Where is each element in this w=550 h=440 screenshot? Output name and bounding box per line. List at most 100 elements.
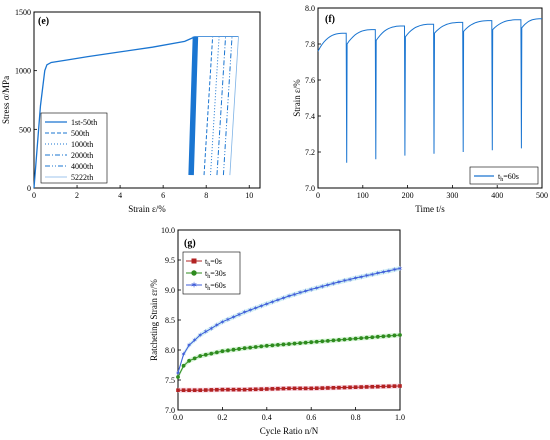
- panel-e-label: (e): [38, 16, 49, 27]
- panel-g-point-2-32: [353, 336, 358, 341]
- panel-g-point-1-15: [259, 387, 264, 391]
- panel-g-point-2-34: [364, 335, 369, 340]
- panel-g-point-3-2: ✶: [186, 342, 192, 350]
- legend-g-tail2: =30s: [210, 269, 226, 278]
- panel-g-point-1-6: [209, 388, 214, 392]
- panel-g-point-1-25: [314, 386, 319, 391]
- panel-f-ytick-label-5: 8.0: [305, 4, 315, 13]
- legend-e-label-6: 5222th: [71, 173, 93, 182]
- panel-g-xlabel: Cycle Ratio n/N: [260, 426, 319, 436]
- panel-g-point-2-25: [314, 339, 319, 344]
- panel-g-ytick-label-5: 9.5: [165, 256, 175, 265]
- panel-f: (f) 0 100 200 300 400 500 7.0 7.2 7.4 7.6 7.8 8.0 T…: [292, 4, 548, 214]
- panel-g-point-3-22: ✶: [297, 289, 303, 297]
- panel-g-point-3-40: ✶: [397, 265, 403, 273]
- panel-g-point-1-35: [370, 384, 375, 389]
- panel-g-point-1-20: [287, 386, 291, 391]
- panel-e-ytick-label-1: 500: [19, 125, 31, 134]
- panel-e-xtick-label-0: 0: [32, 191, 36, 200]
- panel-g-point-1-28: [331, 386, 336, 390]
- panel-g-point-3-18: ✶: [275, 296, 281, 304]
- panel-g-point-2-18: [276, 343, 280, 347]
- panel-g-point-2-21: [292, 341, 297, 346]
- panel-g-point-3-15: ✶: [258, 302, 264, 310]
- panel-e-ytick-label-2: 1000: [15, 67, 31, 76]
- panel-g-point-2-7: [214, 350, 219, 355]
- panel-g-point-1-24: [309, 386, 313, 391]
- panel-g-point-1-8: [220, 387, 225, 392]
- panel-g-point-2-9: [226, 348, 230, 353]
- panel-e-xlabel: Strain ε/%: [128, 204, 166, 214]
- panel-e-ylabel: Stress σ/MPa: [1, 76, 11, 124]
- panel-g-point-3-0: ✶: [175, 369, 181, 377]
- panel-f-ytick-label-4: 7.8: [305, 40, 315, 49]
- panel-g-point-2-1: [181, 363, 186, 368]
- panel-g-point-2-10: [231, 347, 236, 352]
- panel-g-point-3-36: ✶: [375, 270, 381, 278]
- panel-e-ytick-label-0: 0: [27, 184, 31, 193]
- panel-g-point-2-33: [359, 336, 364, 341]
- panel-g-point-2-20: [287, 342, 291, 346]
- panel-g-point-2-38: [387, 334, 391, 338]
- panel-g-point-3-31: ✶: [347, 276, 353, 284]
- panel-g-point-1-23: [303, 386, 308, 391]
- panel-g-point-2-6: [209, 351, 214, 356]
- panel-e-xtick-label-4: 8: [204, 191, 208, 200]
- panel-g-point-1-10: [231, 387, 236, 392]
- legend-g-sub2: h: [207, 274, 210, 280]
- panel-f-frame: [317, 7, 543, 189]
- panel-g-ytick-label-6: 10.0: [161, 226, 175, 235]
- panel-g-point-2-36: [375, 334, 380, 339]
- panel-g-point-2-12: [242, 346, 247, 351]
- panel-e-series-1: [188, 36, 199, 176]
- panel-g-point-3-23: ✶: [303, 288, 309, 296]
- panel-g-point-2-2: [187, 358, 192, 363]
- panel-g-line-3: [177, 267, 401, 373]
- panel-g-point-1-31: [348, 385, 352, 390]
- panel-g-point-3-35: ✶: [369, 271, 375, 279]
- panel-g-point-2-22: [298, 341, 302, 345]
- panel-g-point-1-34: [364, 385, 369, 389]
- panel-g-point-2-17: [270, 343, 275, 348]
- panel-g-point-1-37: [381, 384, 386, 389]
- legend-g-t1: t: [205, 257, 208, 266]
- panel-g-point-2-40: [398, 333, 402, 337]
- panel-e-series-6: [229, 36, 239, 176]
- panel-g-legend: th=0s th=30s ✶ th=60s: [182, 251, 241, 295]
- panel-g-point-1-40: [398, 384, 402, 388]
- panel-e-series-3: [209, 36, 220, 176]
- panel-e-xtick-label-3: 6: [161, 191, 165, 200]
- panel-g-point-3-38: ✶: [386, 267, 392, 275]
- panel-g-point-1-19: [281, 386, 286, 391]
- panel-g-point-2-4: [198, 354, 203, 358]
- panel-g-point-3-26: ✶: [319, 283, 325, 291]
- panel-f-xtick-label-4: 400: [491, 191, 503, 200]
- panel-g-point-1-26: [320, 386, 325, 390]
- legend-g-marker-2: [191, 270, 197, 276]
- legend-e-label-3: 1000th: [71, 140, 93, 149]
- panel-g-xtick-label-5: 1.0: [395, 413, 405, 422]
- panel-g-point-3-6: ✶: [208, 325, 214, 333]
- panel-g-point-3-1: ✶: [181, 351, 187, 359]
- panel-g-point-1-30: [342, 385, 347, 390]
- panel-e-legend-box: [40, 112, 108, 184]
- panel-g-point-1-36: [376, 384, 380, 389]
- panel-g-point-1-9: [226, 387, 230, 392]
- panel-g-point-3-16: ✶: [264, 300, 270, 308]
- legend-e-label-4: 2000th: [71, 151, 93, 160]
- panel-e-series-4: [216, 36, 227, 176]
- legend-e-label-2: 500th: [71, 129, 89, 138]
- legend-g-sub3: h: [207, 286, 210, 292]
- panel-f-ytick-label-1: 7.2: [305, 148, 315, 157]
- panel-g-point-1-18: [276, 386, 280, 391]
- panel-g-xtick-label-1: 0.2: [217, 413, 227, 422]
- legend-g-label-2: th=30s: [205, 269, 226, 280]
- panel-g-point-2-13: [248, 345, 253, 350]
- panel-g-point-2-29: [337, 338, 341, 342]
- panel-g-point-3-11: ✶: [236, 311, 242, 319]
- panel-g-band-3: [178, 266, 400, 376]
- panel-g-point-1-32: [353, 385, 358, 389]
- legend-g-t3: t: [205, 281, 208, 290]
- panel-g-point-3-10: ✶: [231, 314, 237, 322]
- panel-g-point-2-3: [192, 356, 197, 361]
